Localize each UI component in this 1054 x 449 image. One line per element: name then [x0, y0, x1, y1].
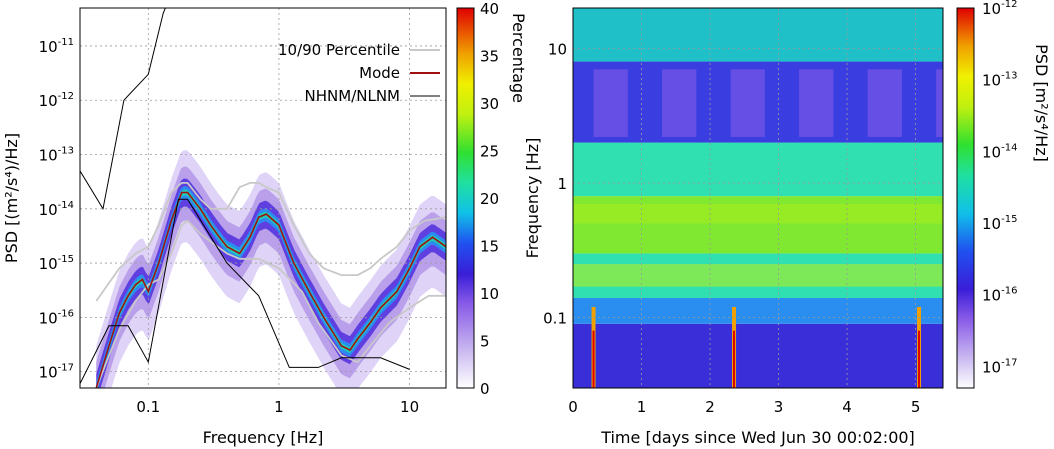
percentile-90-line [95, 182, 446, 302]
ppsd-panel: 0.1 1 10 10-1710-1610-1510-1410-1310-1210-… [2, 7, 447, 447]
x-tick-label: 5 [911, 398, 921, 416]
spectrogram-band [573, 8, 943, 62]
colorbar-tick: 10-15 [982, 214, 1017, 233]
nlnm-line [80, 198, 410, 384]
y-tick-label: 10-13 [39, 146, 74, 165]
spectrogram-band [573, 297, 943, 324]
y-tick-labels: 10-17 10-16 10-15 10-14 10-13 10-12 10-11 [39, 37, 74, 382]
x-tick-label: 0 [568, 398, 578, 416]
colorbar-tick: 10-12 [982, 0, 1017, 18]
colorbar-label: Percentage [509, 13, 528, 103]
quiet-patch [936, 69, 943, 137]
colorbar-tick-labels: 0 5 10 15 20 25 30 35 40 [480, 0, 499, 398]
legend-label: Mode [359, 64, 400, 82]
y-tick-label: 10-15 [39, 254, 74, 273]
y-tick-label: 10-12 [39, 91, 74, 110]
x-axis-title: Time [days since Wed Jun 30 00:02:00] [600, 428, 915, 447]
grid-lines [80, 8, 446, 388]
colorbar-psd: 10-12 10-13 10-14 10-15 10-16 10-17 PSD [m²/s… [956, 0, 1051, 389]
spectrogram-band [573, 196, 943, 254]
x-tick-label: 3 [774, 398, 784, 416]
x-axis-title: Frequency [Hz] [203, 428, 324, 447]
x-tick-label: 2 [705, 398, 715, 416]
colorbar-tick: 10-13 [982, 71, 1017, 90]
x-tick-label: 1 [637, 398, 647, 416]
colorbar-tick-labels: 10-12 10-13 10-14 10-15 10-16 10-17 [982, 0, 1017, 376]
y-axis-title: Frequency [Hz] [523, 138, 542, 259]
spectrogram-image [573, 8, 943, 388]
colorbar-tick: 10-14 [982, 142, 1017, 161]
colorbar-tick: 0 [480, 380, 490, 398]
x-tick-label: 10 [400, 398, 419, 416]
y-tick-label: 10-16 [39, 308, 74, 327]
spectrogram-panel: 0 1 2 3 4 5 0.1 1 10 Time [days since Wed Jun 3… [523, 7, 944, 447]
legend: 10/90 Percentile Mode NHNM/NLNM [278, 41, 440, 105]
quiet-patch [799, 69, 834, 137]
quiet-patch [730, 69, 765, 137]
colorbar-tick: 20 [480, 190, 499, 208]
colorbar-tick: 25 [480, 143, 499, 161]
x-tick-label: 1 [274, 398, 284, 416]
colorbar-tick: 30 [480, 95, 499, 113]
y-tick-label: 1 [557, 175, 567, 193]
y-tick-labels: 0.1 1 10 [543, 41, 567, 328]
transient-event-core [918, 330, 921, 388]
colorbar-tick: 10-17 [982, 357, 1017, 376]
legend-label: NHNM/NLNM [305, 87, 400, 105]
legend-label: 10/90 Percentile [278, 41, 400, 59]
colorbar-tick: 5 [480, 333, 490, 351]
grid-lines [573, 8, 943, 388]
plot-frame [572, 7, 944, 389]
colorbar-label: PSD [m²/s⁴/Hz] [1032, 44, 1051, 162]
colorbar-tick: 40 [480, 0, 499, 18]
colorbar-tick: 10-16 [982, 286, 1017, 305]
x-tick-labels: 0 1 2 3 4 5 [568, 398, 920, 416]
x-tick-label: 0.1 [136, 398, 160, 416]
y-tick-label: 10-11 [39, 37, 74, 56]
percentile-10-line [95, 219, 446, 388]
quiet-patch [593, 69, 628, 137]
transient-event-core [592, 330, 595, 388]
microseism-band [573, 264, 943, 287]
colorbar-percentage: 0 5 10 15 20 25 30 35 40 Percentage [456, 0, 528, 398]
y-axis-title: PSD [(m²/s⁴)/Hz] [2, 133, 21, 263]
curve-lines [80, 8, 446, 388]
spectrogram-band [573, 142, 943, 197]
transient-event-core [733, 330, 736, 388]
plot-frame [79, 7, 447, 389]
x-tick-labels: 0.1 1 10 [136, 398, 419, 416]
colorbar-tick: 35 [480, 48, 499, 66]
colorbar-gradient [456, 7, 475, 389]
y-tick-label: 0.1 [543, 310, 567, 328]
quiet-patch [867, 69, 902, 137]
spectrogram-band [573, 323, 943, 388]
y-tick-label: 10-14 [39, 200, 74, 219]
nhnm-line [80, 8, 166, 211]
colorbar-tick: 15 [480, 238, 499, 256]
y-tick-label: 10-17 [39, 363, 74, 382]
mode-line [95, 191, 446, 388]
colorbar-tick: 10 [480, 285, 499, 303]
y-tick-label: 10 [548, 41, 567, 59]
x-tick-label: 4 [842, 398, 852, 416]
colorbar-gradient [956, 7, 975, 389]
microseism-band [573, 203, 943, 224]
quiet-patch [662, 69, 697, 137]
